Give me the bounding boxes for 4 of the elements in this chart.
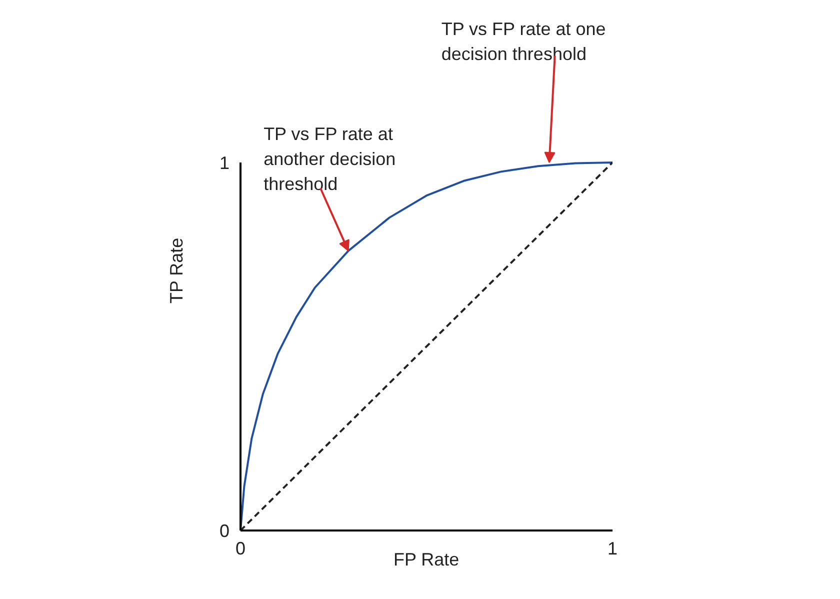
x-axis-title: FP Rate — [393, 550, 460, 570]
annotation: TP vs FP rate at another decision threshold — [264, 124, 396, 194]
annotation: TP vs FP rate at one decision threshold — [441, 18, 606, 64]
y-axis-title: TP Rate — [166, 238, 186, 304]
